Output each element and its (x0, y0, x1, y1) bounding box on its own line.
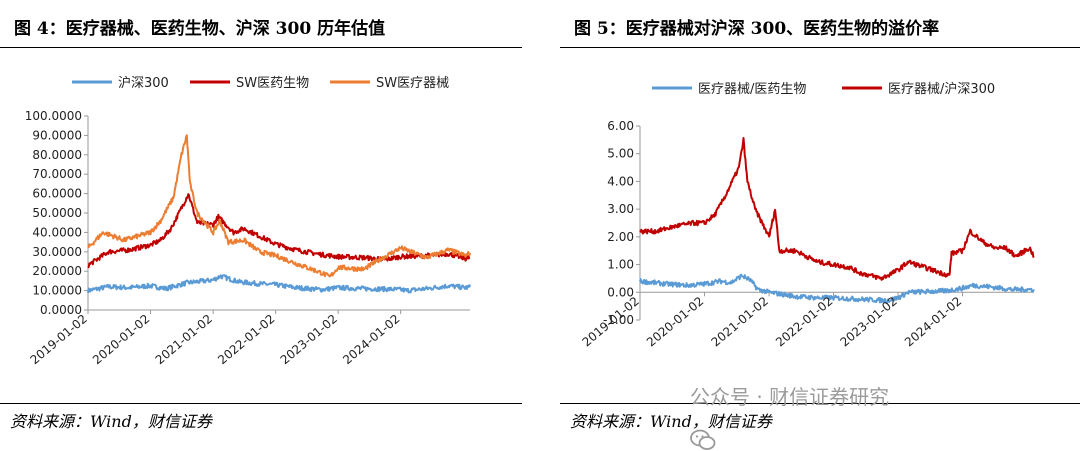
x-tick-label: 2021-01-02 (153, 312, 215, 368)
y-tick-label: 10.0000 (32, 284, 82, 298)
y-tick-label: 70.0000 (32, 167, 82, 181)
y-tick-label: 6.00 (607, 119, 634, 133)
series-line-2 (87, 193, 471, 269)
y-tick-label: 40.0000 (32, 225, 82, 239)
right-source-note: 资料来源：Wind，财信证券 (570, 412, 772, 431)
legend-label: 医疗器械/医药生物 (698, 82, 806, 97)
y-tick-label: 4.00 (607, 174, 634, 188)
left-chart: 沪深300 SW医药生物 SW医疗器械 0.0000 10.0000 20.0000 30.… (25, 75, 471, 368)
x-tick-label: 2024-01-02 (340, 312, 402, 368)
x-tick-label: 2022-01-02 (773, 294, 835, 350)
y-tick-label: 50.0000 (32, 206, 82, 220)
y-tick-label: 0.00 (607, 285, 634, 299)
y-tick-label: -1.00 (603, 313, 634, 327)
series-line-1 (639, 273, 1035, 304)
right-figure: 图 5：医疗器械对沪深 300、医药生物的溢价率 医疗器械/医药生物 医疗器械/沪… (560, 0, 1080, 441)
y-tick-label: 30.0000 (32, 245, 82, 259)
wechat-icon (690, 429, 716, 450)
left-figure-title: 图 4：医疗器械、医药生物、沪深 300 历年估值 (14, 19, 386, 39)
y-tick-label: 100.0000 (25, 109, 82, 123)
x-tick-label: 2020-01-02 (644, 294, 706, 350)
y-tick-label: 60.0000 (32, 187, 82, 201)
legend-label: 医疗器械/沪深300 (888, 81, 995, 97)
y-tick-label: 80.0000 (32, 148, 82, 162)
x-tick-label: 2023-01-02 (278, 312, 340, 368)
legend-label: 沪深300 (118, 75, 169, 91)
legend: 沪深300 SW医药生物 SW医疗器械 (72, 75, 449, 91)
right-bottom-rule (560, 403, 1080, 404)
left-figure: 图 4：医疗器械、医药生物、沪深 300 历年估值 沪深300 SW医药生物 SW医… (0, 0, 522, 441)
y-tick-label: 2.00 (607, 230, 634, 244)
left-bottom-rule (0, 403, 522, 404)
y-tick-label: 90.0000 (32, 128, 82, 142)
watermark: 公众号 · 财信证券研究 (690, 381, 890, 450)
y-tick-label: 3.00 (607, 202, 634, 216)
left-source-note: 资料来源：Wind，财信证券 (10, 412, 212, 431)
right-chart: 医疗器械/医药生物 医疗器械/沪深300 -1.00 0.00 1.00 2.00 3.00… (579, 81, 1035, 350)
series-line-2 (639, 137, 1035, 281)
right-top-rule (560, 47, 1080, 48)
y-tick-label: 0.0000 (40, 303, 82, 317)
legend: 医疗器械/医药生物 医疗器械/沪深300 (652, 81, 995, 97)
legend-label: SW医药生物 (236, 76, 309, 91)
x-tick-label: 2024-01-02 (902, 294, 964, 350)
y-tick-label: 5.00 (607, 147, 634, 161)
y-tick-label: 20.0000 (32, 264, 82, 278)
series-line-1 (87, 274, 471, 294)
x-tick-label: 2022-01-02 (215, 312, 277, 368)
x-tick-label: 2021-01-02 (709, 294, 771, 350)
left-top-rule (0, 47, 522, 48)
legend-label: SW医疗器械 (376, 76, 449, 91)
right-figure-title: 图 5：医疗器械对沪深 300、医药生物的溢价率 (574, 19, 940, 39)
series-line-3 (87, 134, 471, 278)
y-tick-label: 1.00 (607, 258, 634, 272)
x-tick-label: 2020-01-02 (90, 312, 152, 368)
x-tick-label: 2019-01-02 (27, 312, 89, 368)
watermark-text: 公众号 · 财信证券研究 (690, 385, 890, 409)
